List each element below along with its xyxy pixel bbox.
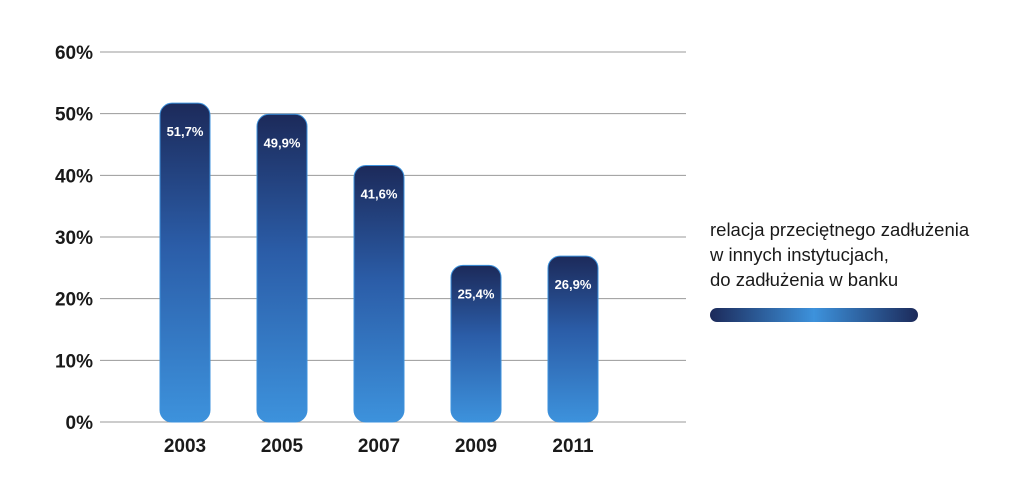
bar <box>450 264 502 423</box>
y-axis-ticks: 0% 10% 20% 30% 40% 50% 60% <box>55 43 93 434</box>
y-tick-label: 30% <box>55 228 93 249</box>
bar <box>547 255 599 423</box>
x-axis-ticks: 2003 2005 2007 2009 2011 <box>164 436 594 457</box>
y-tick-label: 10% <box>55 351 93 372</box>
x-tick-label: 2009 <box>455 436 497 457</box>
x-tick-label: 2007 <box>358 436 400 457</box>
data-label: 51,7% <box>167 124 204 139</box>
data-label: 25,4% <box>458 286 495 301</box>
legend-line-3: do zadłużenia w banku <box>710 269 899 290</box>
legend-line-1: relacja przeciętnego zadłużenia <box>710 219 970 240</box>
data-label: 26,9% <box>555 277 592 292</box>
x-tick-label: 2003 <box>164 436 206 457</box>
bar <box>353 164 405 423</box>
data-label: 41,6% <box>361 186 398 201</box>
legend-line-2: w innych instytucjach, <box>710 244 889 265</box>
bar <box>256 113 308 423</box>
y-tick-label: 60% <box>55 43 93 64</box>
bar <box>159 102 211 423</box>
y-tick-label: 40% <box>55 166 93 187</box>
y-tick-label: 20% <box>55 290 93 311</box>
x-tick-label: 2005 <box>261 436 304 457</box>
legend-swatch <box>710 308 918 322</box>
x-tick-label: 2011 <box>552 436 594 457</box>
data-label: 49,9% <box>264 135 301 150</box>
legend: relacja przeciętnego zadłużenia w innych… <box>710 217 1020 292</box>
y-tick-label: 0% <box>66 413 94 434</box>
y-tick-label: 50% <box>55 105 93 126</box>
bars: 51,7% 49,9% 41,6% 25,4% 26,9% <box>159 102 599 423</box>
